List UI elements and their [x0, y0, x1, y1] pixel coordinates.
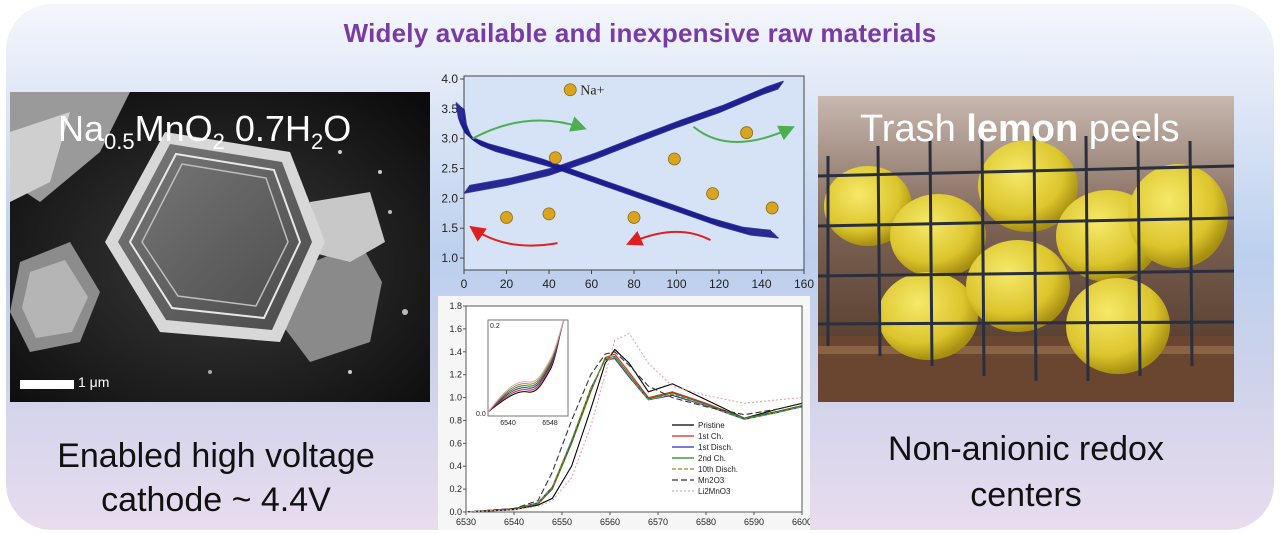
- legend-entry: Pristine: [698, 421, 725, 430]
- xanes-series-line: [465, 355, 803, 513]
- legend-entry: Li2MnO3: [698, 487, 731, 496]
- y-tick-label: 0.8: [449, 415, 462, 425]
- chemical-formula: Na0.5MnO2 0.7H2O: [58, 108, 352, 155]
- x-tick-label: 140: [751, 277, 771, 291]
- y-tick-label: 0.2: [449, 484, 462, 494]
- green-arrow-right: [692, 125, 795, 143]
- x-tick-label: 6600: [792, 517, 810, 527]
- scale-bar-label: 1 μm: [78, 374, 110, 390]
- y-tick-label: 3.0: [441, 132, 458, 146]
- x-tick-label: 6580: [696, 517, 716, 527]
- x-tick-label: 160: [794, 277, 814, 291]
- na-ion-dot: [563, 83, 577, 97]
- y-tick-label: 1.2: [449, 370, 462, 380]
- legend-entry: 10th Disch.: [698, 465, 738, 474]
- x-tick-label: 6550: [552, 517, 572, 527]
- ion-legend-label: Na+: [580, 84, 604, 99]
- na-ion-dot: [542, 207, 556, 221]
- inset-y-tick-label: 0.0: [476, 411, 486, 418]
- na-ion-dot: [548, 151, 562, 165]
- x-tick-label: 6570: [648, 517, 668, 527]
- x-tick-label: 6540: [504, 517, 524, 527]
- x-tick-label: 60: [585, 277, 599, 291]
- x-tick-label: 120: [709, 277, 729, 291]
- inset-x-tick-label: 6548: [542, 420, 558, 427]
- inset-series-line: [487, 319, 565, 413]
- x-tick-label: 40: [542, 277, 556, 291]
- na-ion-dot: [740, 126, 754, 140]
- xanes-series-line: [465, 351, 803, 513]
- right-caption: Non-anionic redox centers: [888, 430, 1164, 514]
- scale-bar: [20, 380, 74, 389]
- legend-entry: 1st Disch.: [698, 443, 733, 452]
- y-tick-label: 2.5: [441, 162, 458, 176]
- y-tick-label: 1.5: [441, 221, 458, 235]
- y-tick-label: 1.0: [441, 251, 458, 265]
- graphical-abstract-panel: Widely available and inexpensive raw mat…: [6, 4, 1274, 530]
- legend-entry: Mn2O3: [698, 476, 725, 485]
- y-tick-label: 0.0: [449, 507, 462, 517]
- x-tick-label: 6530: [456, 517, 476, 527]
- y-tick-label: 0.4: [449, 461, 462, 471]
- sem-micrograph: Na0.5MnO2 0.7H2O 1 μm: [10, 92, 430, 402]
- x-tick-label: 6590: [744, 517, 764, 527]
- y-tick-label: 1.0: [449, 393, 462, 403]
- legend-entry: 1st Ch.: [698, 432, 723, 441]
- lemon-photo-title: Trash lemon peels: [860, 108, 1180, 150]
- headline: Widely available and inexpensive raw mat…: [343, 18, 937, 48]
- x-tick-label: 0: [461, 277, 468, 291]
- red-arrow-left: [469, 225, 558, 247]
- lemon-photo: Trash lemon peels: [818, 96, 1234, 402]
- na-ion-dot: [667, 152, 681, 166]
- xanes-series-line: [465, 356, 803, 513]
- left-caption: Enabled high voltage cathode ~ 4.4V: [57, 437, 375, 519]
- y-tick-label: 1.8: [449, 301, 462, 311]
- x-tick-label: 80: [627, 277, 641, 291]
- inset-y-tick-label: 0.2: [490, 323, 500, 330]
- charge-curve: [468, 80, 784, 187]
- x-tick-label: 20: [500, 277, 514, 291]
- y-tick-label: 4.0: [441, 72, 458, 86]
- y-tick-label: 1.4: [449, 347, 462, 357]
- green-arrow-left: [472, 116, 587, 140]
- y-tick-label: 3.5: [441, 102, 458, 116]
- y-tick-label: 0.6: [449, 438, 462, 448]
- cycle-curves: [455, 80, 784, 239]
- na-ion-dot: [706, 187, 720, 200]
- y-tick-label: 2.0: [441, 191, 458, 205]
- red-arrow-right: [626, 230, 711, 246]
- discharge-curve: [455, 102, 771, 232]
- na-ion-dot: [500, 211, 513, 224]
- na-ion-dot: [627, 211, 641, 224]
- voltage-capacity-chart: 0 20 40 60 80 100 120 140 160 1.0 1.5 2.0 2.5 3.0 3.5 4…: [441, 72, 814, 291]
- inset-x-tick-label: 6540: [500, 420, 516, 427]
- na-ion-dot: [765, 201, 779, 215]
- x-tick-label: 6560: [600, 517, 620, 527]
- legend-entry: 2nd Ch.: [698, 454, 726, 463]
- y-tick-label: 1.6: [449, 324, 462, 334]
- lemon-basket-image: [818, 96, 1234, 402]
- sem-image-crystals: [10, 92, 430, 402]
- x-tick-label: 100: [666, 277, 686, 291]
- xanes-series-line: [465, 332, 803, 513]
- xanes-spectra-chart: 6530 6540 6550 6560 6570 6580 6590 6600 0.0 0.2 0.…: [438, 296, 810, 530]
